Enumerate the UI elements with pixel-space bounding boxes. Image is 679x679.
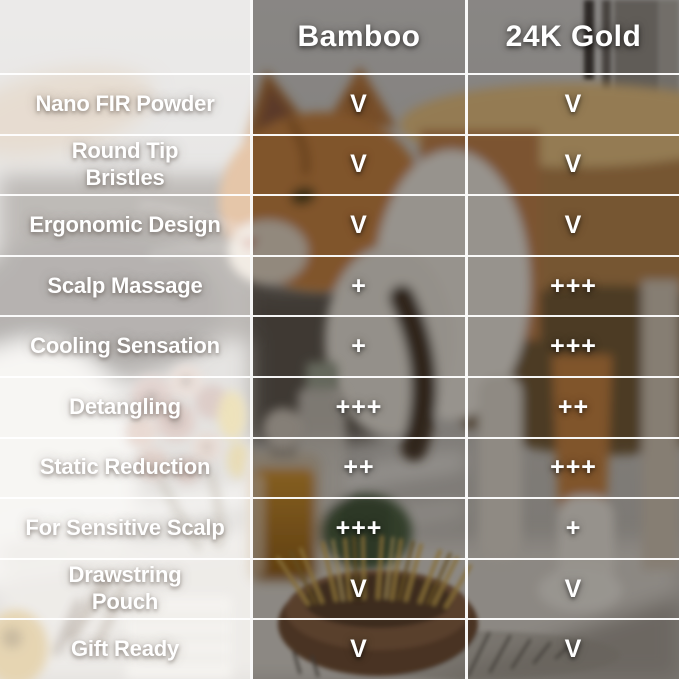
gold-value: +: [465, 497, 679, 558]
feature-label: Ergonomic Design: [0, 194, 250, 255]
feature-label: Scalp Massage: [0, 254, 250, 316]
feature-label: Static Reduction: [0, 436, 250, 498]
bamboo-value: V: [250, 618, 465, 679]
hairbrush: [276, 535, 620, 679]
gold-value: V: [465, 194, 679, 255]
bamboo-value: +: [250, 254, 465, 316]
bottles: [246, 362, 412, 584]
feature-label: Gift Ready: [0, 618, 250, 679]
bamboo-value: V: [250, 133, 465, 195]
bamboo-value: V: [250, 73, 465, 134]
bristle-shadows: [292, 631, 572, 678]
gold-value: V: [465, 73, 679, 134]
feature-column-header: [0, 0, 250, 73]
bamboo-value: +++: [250, 375, 465, 437]
bamboo-value: +: [250, 315, 465, 376]
feature-label: Nano FIR Powder: [0, 73, 250, 134]
brush-bristles-light: [331, 536, 395, 602]
column-header-bamboo: Bamboo: [250, 0, 465, 73]
bamboo-value: ++: [250, 436, 465, 498]
feature-label: Detangling: [0, 375, 250, 437]
cat: [139, 66, 679, 612]
gold-value: +++: [465, 315, 679, 376]
bamboo-value: V: [250, 194, 465, 255]
bamboo-value: +++: [250, 497, 465, 558]
gold-value: V: [465, 618, 679, 679]
column-header-24k-gold: 24K Gold: [465, 0, 679, 73]
gold-value: ++: [465, 375, 679, 437]
gold-value: V: [465, 133, 679, 195]
gold-value: V: [465, 557, 679, 619]
gold-value: +++: [465, 436, 679, 498]
feature-label: For Sensitive Scalp: [0, 497, 250, 558]
gold-value: +++: [465, 254, 679, 316]
feature-label: Round Tip Bristles: [0, 133, 250, 195]
brush-bristles-dark: [289, 535, 452, 605]
bamboo-value: V: [250, 557, 465, 619]
feature-label: Cooling Sensation: [0, 315, 250, 376]
feature-label: Drawstring Pouch: [0, 557, 250, 619]
